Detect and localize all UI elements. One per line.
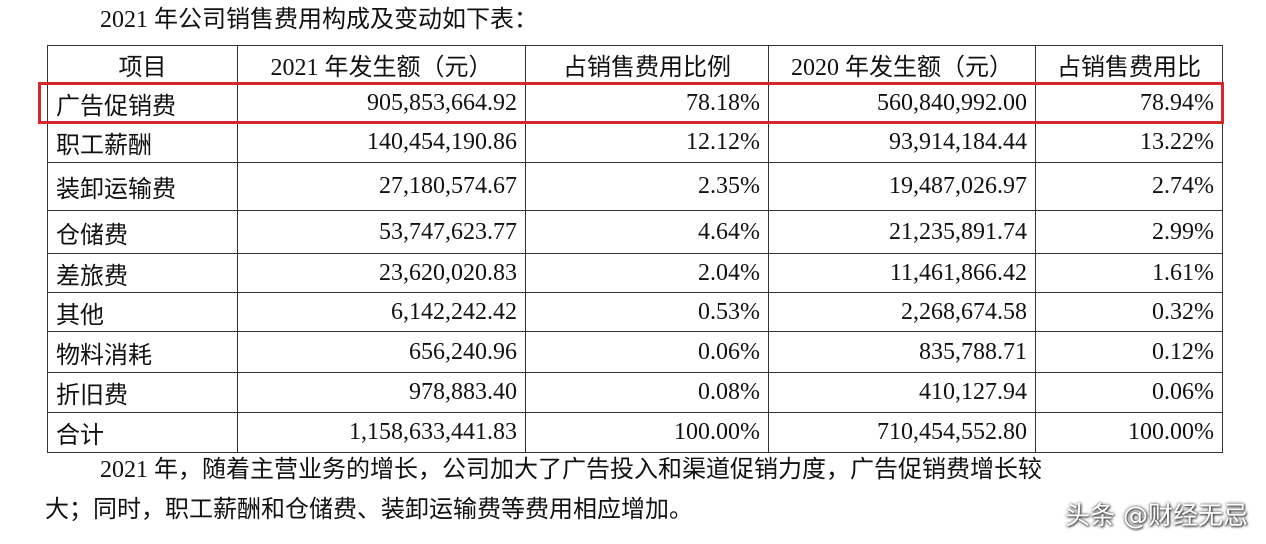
header-cell: 项目 xyxy=(47,45,238,84)
number-cell: 2.99% xyxy=(1035,210,1223,254)
expense-table: 项目 2021 年发生额（元） 占销售费用比例 2020 年发生额（元） 占销售费用比广… xyxy=(47,45,1223,453)
header-cell: 2021 年发生额（元） xyxy=(237,45,526,84)
number-cell: 560,840,992.00 xyxy=(768,83,1036,123)
header-cell: 占销售费用比例 xyxy=(525,45,769,84)
number-cell: 140,454,190.86 xyxy=(237,122,526,163)
header-cell: 2020 年发生额（元） xyxy=(768,45,1036,84)
header-row: 项目 2021 年发生额（元） 占销售费用比例 2020 年发生额（元） 占销售费用比 xyxy=(47,45,1223,84)
table-row: 其他 6,142,242.42 0.53% 2,268,674.58 0.32% xyxy=(47,292,1223,332)
number-cell: 978,883.40 xyxy=(237,372,526,413)
number-cell: 13.22% xyxy=(1035,122,1223,163)
header-cell: 占销售费用比 xyxy=(1035,45,1223,84)
paragraph-line: 大；同时，职工薪酬和仓储费、装卸运输费等费用相应增加。 xyxy=(45,497,693,523)
number-cell: 656,240.96 xyxy=(237,331,526,373)
table-row: 合计 1,158,633,441.83 100.00% 710,454,552.80 1… xyxy=(47,412,1223,453)
number-cell: 21,235,891.74 xyxy=(768,210,1036,254)
number-cell: 100.00% xyxy=(1035,412,1223,453)
watermark: 头条 @财经无忌 xyxy=(1065,501,1248,530)
number-cell: 0.08% xyxy=(525,372,769,413)
number-cell: 410,127.94 xyxy=(768,372,1036,413)
number-cell: 6,142,242.42 xyxy=(237,292,526,332)
number-cell: 53,747,623.77 xyxy=(237,210,526,254)
highlight-box xyxy=(38,82,1224,124)
table-row: 物料消耗 656,240.96 0.06% 835,788.71 0.12% xyxy=(47,331,1223,373)
number-cell: 1.61% xyxy=(1035,253,1223,293)
number-cell: 100.00% xyxy=(525,412,769,453)
intro: 2021 年公司销售费用构成及变动如下表： xyxy=(100,7,538,33)
number-cell: 2,268,674.58 xyxy=(768,292,1036,332)
item-cell: 合计 xyxy=(47,412,238,453)
number-cell: 710,454,552.80 xyxy=(768,412,1036,453)
item-cell: 差旅费 xyxy=(47,253,238,293)
number-cell: 0.12% xyxy=(1035,331,1223,373)
item-cell: 广告促销费 xyxy=(47,83,238,123)
number-cell: 0.06% xyxy=(1035,372,1223,413)
number-cell: 0.32% xyxy=(1035,292,1223,332)
number-cell: 19,487,026.97 xyxy=(768,162,1036,211)
paragraph-line: 2021 年，随着主营业务的增长，公司加大了广告投入和渠道促销力度，广告促销费增… xyxy=(100,457,1042,483)
number-cell: 835,788.71 xyxy=(768,331,1036,373)
number-cell: 0.06% xyxy=(525,331,769,373)
number-cell: 1,158,633,441.83 xyxy=(237,412,526,453)
item-cell: 其他 xyxy=(47,292,238,332)
table-row: 折旧费 978,883.40 0.08% 410,127.94 0.06% xyxy=(47,372,1223,413)
number-cell: 0.53% xyxy=(525,292,769,332)
item-cell: 装卸运输费 xyxy=(47,162,238,211)
item-cell: 仓储费 xyxy=(47,210,238,254)
number-cell: 23,620,020.83 xyxy=(237,253,526,293)
number-cell: 4.64% xyxy=(525,210,769,254)
table-row: 差旅费 23,620,020.83 2.04% 11,461,866.42 1.61% xyxy=(47,253,1223,293)
number-cell: 93,914,184.44 xyxy=(768,122,1036,163)
number-cell: 11,461,866.42 xyxy=(768,253,1036,293)
number-cell: 2.04% xyxy=(525,253,769,293)
item-cell: 折旧费 xyxy=(47,372,238,413)
table-row: 职工薪酬 140,454,190.86 12.12% 93,914,184.44 13.… xyxy=(47,122,1223,163)
number-cell: 78.94% xyxy=(1035,83,1223,123)
table-row: 广告促销费 905,853,664.92 78.18% 560,840,992.00 7… xyxy=(47,83,1223,123)
item-cell: 职工薪酬 xyxy=(47,122,238,163)
table-row: 装卸运输费 27,180,574.67 2.35% 19,487,026.97 2.74… xyxy=(47,162,1223,211)
number-cell: 2.35% xyxy=(525,162,769,211)
number-cell: 12.12% xyxy=(525,122,769,163)
table-row: 仓储费 53,747,623.77 4.64% 21,235,891.74 2.99% xyxy=(47,210,1223,254)
number-cell: 2.74% xyxy=(1035,162,1223,211)
item-cell: 物料消耗 xyxy=(47,331,238,373)
number-cell: 27,180,574.67 xyxy=(237,162,526,211)
